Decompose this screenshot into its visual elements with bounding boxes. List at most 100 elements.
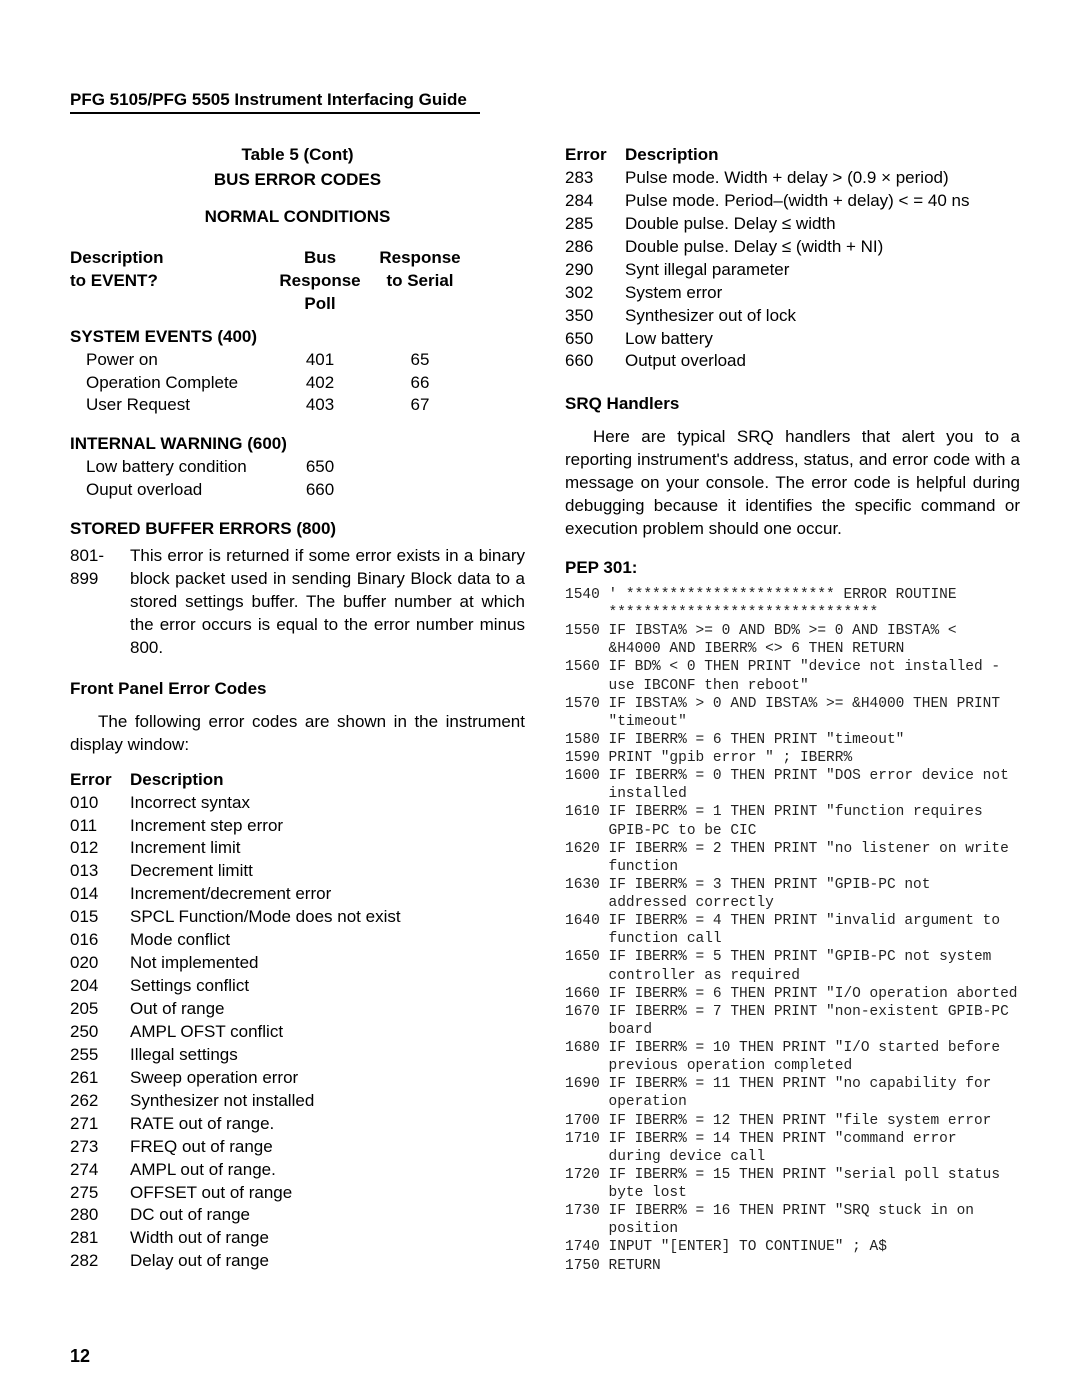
- table-row: 204Settings conflict: [70, 975, 525, 998]
- stored-text: This error is returned if some error exi…: [130, 545, 525, 660]
- table-cell: 010: [70, 792, 130, 815]
- doc-header: PFG 5105/PFG 5505 Instrument Interfacing…: [70, 90, 480, 114]
- table-row: Ouput overload660: [70, 479, 525, 502]
- stored-code: 801- 899: [70, 545, 130, 660]
- table-row: 660Output overload: [565, 350, 1020, 373]
- th-serial: Response to Serial: [370, 247, 470, 316]
- table-cell: 65: [370, 349, 470, 372]
- err-head-desc: Description: [130, 769, 525, 792]
- table-cell: 273: [70, 1136, 130, 1159]
- table-cell: 250: [70, 1021, 130, 1044]
- err-head-code: Error: [70, 769, 130, 792]
- table-row: 350Synthesizer out of lock: [565, 305, 1020, 328]
- table-cell: [370, 479, 470, 502]
- int-warn-head: INTERNAL WARNING (600): [70, 433, 525, 456]
- table-cell: 011: [70, 815, 130, 838]
- table-row: 010Incorrect syntax: [70, 792, 525, 815]
- table-row: 284Pulse mode. Period–(width + delay) < …: [565, 190, 1020, 213]
- table-cell: 290: [565, 259, 625, 282]
- th-bus-3: Poll: [304, 294, 335, 313]
- table-cell: Delay out of range: [130, 1250, 525, 1273]
- table-row: 262Synthesizer not installed: [70, 1090, 525, 1113]
- right-column: Error Description 283Pulse mode. Width +…: [565, 144, 1020, 1275]
- table-row: 280DC out of range: [70, 1204, 525, 1227]
- table-cell: Synt illegal parameter: [625, 259, 1020, 282]
- table-cell: AMPL out of range.: [130, 1159, 525, 1182]
- table-cell: 274: [70, 1159, 130, 1182]
- table-head-row: Description to EVENT? Bus Response Poll …: [70, 247, 525, 316]
- err-head-right: Error Description: [565, 144, 1020, 167]
- fpec-para: The following error codes are shown in t…: [70, 711, 525, 757]
- table-cell: Increment/decrement error: [130, 883, 525, 906]
- table-cell: Not implemented: [130, 952, 525, 975]
- table-cell: FREQ out of range: [130, 1136, 525, 1159]
- table-cell: Operation Complete: [70, 372, 270, 395]
- table-title-2: BUS ERROR CODES: [70, 169, 525, 192]
- table-cell: Low battery condition: [70, 456, 270, 479]
- table-cell: 205: [70, 998, 130, 1021]
- table-cell: 283: [565, 167, 625, 190]
- table-row: 650Low battery: [565, 328, 1020, 351]
- table-row: Operation Complete40266: [70, 372, 525, 395]
- table-cell: Sweep operation error: [130, 1067, 525, 1090]
- table-cell: [370, 456, 470, 479]
- table-cell: 650: [270, 456, 370, 479]
- th-ser-2: to Serial: [386, 271, 453, 290]
- table-row: 015SPCL Function/Mode does not exist: [70, 906, 525, 929]
- sys-events-rows: Power on40165Operation Complete40266User…: [70, 349, 525, 418]
- table-cell: 020: [70, 952, 130, 975]
- int-warn-rows: Low battery condition650Ouput overload66…: [70, 456, 525, 502]
- table-cell: Illegal settings: [130, 1044, 525, 1067]
- table-cell: 012: [70, 837, 130, 860]
- table-cell: 650: [565, 328, 625, 351]
- table-row: 282Delay out of range: [70, 1250, 525, 1273]
- table-row: 012Increment limit: [70, 837, 525, 860]
- table-cell: Output overload: [625, 350, 1020, 373]
- errors1-rows: 010Incorrect syntax011Increment step err…: [70, 792, 525, 1274]
- err-head-code-r: Error: [565, 144, 625, 167]
- th-bus-2: Response: [279, 271, 360, 290]
- table-cell: Synthesizer out of lock: [625, 305, 1020, 328]
- table-cell: Increment limit: [130, 837, 525, 860]
- table-cell: 204: [70, 975, 130, 998]
- table-row: 013Decrement limitt: [70, 860, 525, 883]
- table-cell: 281: [70, 1227, 130, 1250]
- th-desc-1: Description: [70, 248, 164, 267]
- table-cell: Increment step error: [130, 815, 525, 838]
- th-bus: Bus Response Poll: [270, 247, 370, 316]
- th-desc-2: to EVENT?: [70, 271, 158, 290]
- table-row: 020Not implemented: [70, 952, 525, 975]
- table-row: 205Out of range: [70, 998, 525, 1021]
- th-ser-1: Response: [379, 248, 460, 267]
- table-row: 011Increment step error: [70, 815, 525, 838]
- table-cell: RATE out of range.: [130, 1113, 525, 1136]
- sys-events-head: SYSTEM EVENTS (400): [70, 326, 525, 349]
- table-row: 286Double pulse. Delay ≤ (width + NI): [565, 236, 1020, 259]
- table-cell: 403: [270, 394, 370, 417]
- pep-head: PEP 301:: [565, 557, 1020, 580]
- table-cell: 402: [270, 372, 370, 395]
- table-cell: Settings conflict: [130, 975, 525, 998]
- table-cell: 275: [70, 1182, 130, 1205]
- table-row: 283Pulse mode. Width + delay > (0.9 × pe…: [565, 167, 1020, 190]
- table-row: 281Width out of range: [70, 1227, 525, 1250]
- th-description: Description to EVENT?: [70, 247, 270, 316]
- table-cell: 285: [565, 213, 625, 236]
- table-cell: 286: [565, 236, 625, 259]
- err-head-left: Error Description: [70, 769, 525, 792]
- table-cell: 255: [70, 1044, 130, 1067]
- table-cell: User Request: [70, 394, 270, 417]
- stored-head: STORED BUFFER ERRORS (800): [70, 518, 525, 541]
- table-cell: Width out of range: [130, 1227, 525, 1250]
- table-cell: 271: [70, 1113, 130, 1136]
- table-row: 273FREQ out of range: [70, 1136, 525, 1159]
- table-cell: 660: [565, 350, 625, 373]
- table-cell: OFFSET out of range: [130, 1182, 525, 1205]
- table-cell: Pulse mode. Period–(width + delay) < = 4…: [625, 190, 1020, 213]
- content-columns: Table 5 (Cont) BUS ERROR CODES NORMAL CO…: [70, 144, 1020, 1275]
- table-cell: Synthesizer not installed: [130, 1090, 525, 1113]
- table-cell: Decrement limitt: [130, 860, 525, 883]
- table-row: 261Sweep operation error: [70, 1067, 525, 1090]
- th-bus-1: Bus: [304, 248, 336, 267]
- table-cell: 014: [70, 883, 130, 906]
